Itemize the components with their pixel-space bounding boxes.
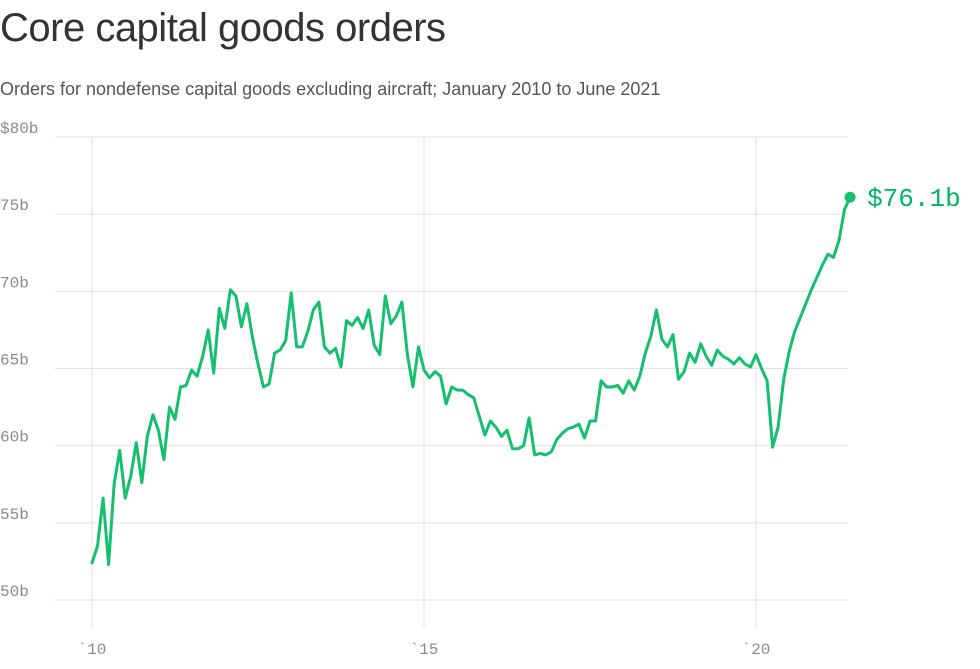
- end-value-label: $76.1b: [867, 184, 961, 214]
- y-tick-label: 75b: [0, 197, 29, 215]
- y-axis-labels: $80b 75b 70b 65b 60b 55b 50b: [0, 120, 38, 601]
- end-marker-group: $76.1b: [844, 184, 961, 214]
- x-tick-label: `15: [410, 641, 439, 659]
- x-gridlines: [91, 137, 757, 628]
- y-tick-label: 65b: [0, 352, 29, 370]
- x-axis-labels: `10 `15 `20: [78, 641, 771, 659]
- series-line: [90, 195, 852, 566]
- y-tick-label: $80b: [0, 120, 38, 138]
- y-tick-label: 55b: [0, 506, 29, 524]
- series-group: [90, 195, 852, 566]
- chart-subtitle: Orders for nondefense capital goods excl…: [0, 79, 661, 99]
- y-tick-label: 70b: [0, 274, 29, 292]
- chart-title: Core capital goods orders: [0, 6, 446, 50]
- end-point-marker: [844, 191, 856, 203]
- x-tick-label: `10: [78, 641, 107, 659]
- x-tick-label: `20: [742, 641, 771, 659]
- y-tick-label: 50b: [0, 583, 29, 601]
- y-tick-label: 60b: [0, 429, 29, 447]
- y-gridlines: [55, 136, 848, 601]
